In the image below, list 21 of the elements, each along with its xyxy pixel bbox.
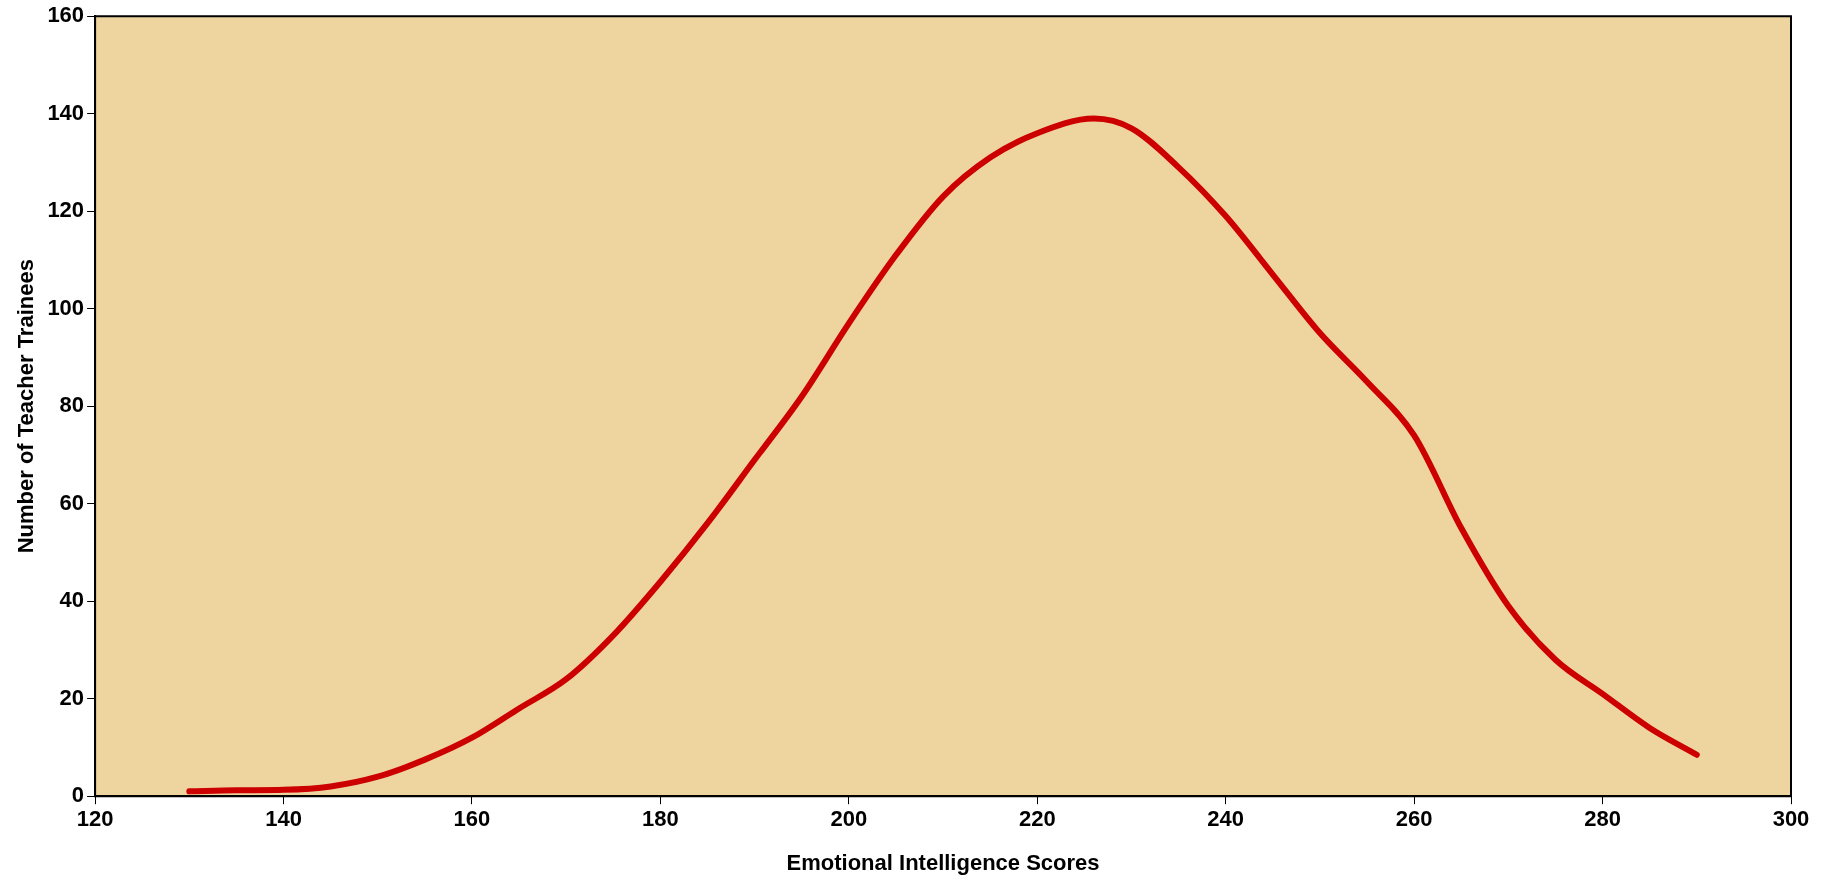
x-tick-label: 220 [1018, 806, 1056, 832]
y-tick-label: 140 [47, 99, 85, 125]
y-tick-label: 60 [59, 489, 85, 515]
y-tick-label: 80 [59, 392, 85, 418]
x-tick-label: 260 [1395, 806, 1433, 832]
y-tick-label: 40 [59, 587, 85, 613]
x-tick-label: 140 [265, 806, 302, 832]
x-tick-label: 200 [830, 806, 868, 832]
x-tick-label: 160 [453, 806, 491, 832]
x-tick-label: 180 [642, 806, 679, 832]
y-axis-title: Number of Teacher Trainees [13, 259, 39, 554]
y-tick-label: 160 [47, 2, 85, 28]
y-tick-label: 0 [71, 782, 85, 808]
x-tick-label: 300 [1772, 806, 1810, 832]
x-axis-title: Emotional Intelligence Scores [786, 849, 1100, 875]
y-tick-label: 100 [47, 294, 85, 320]
x-tick-label: 240 [1207, 806, 1245, 832]
x-tick-label: 280 [1584, 806, 1621, 832]
y-tick-label: 120 [47, 197, 85, 223]
y-tick-label: 20 [59, 684, 85, 710]
x-tick-label: 120 [76, 806, 114, 832]
